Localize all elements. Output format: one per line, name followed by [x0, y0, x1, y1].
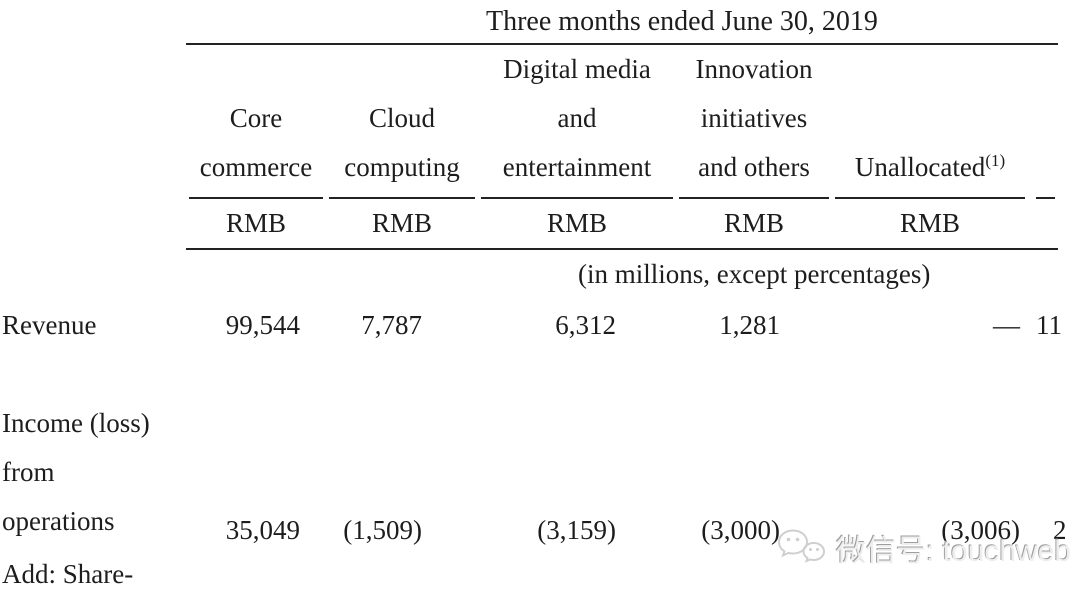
col-header-digital-media-entertainment: Digital media and entertainment [478, 44, 676, 199]
revenue-digital-media: 6,312 [555, 309, 616, 340]
col-header-line: initiatives [700, 103, 808, 133]
empty-cell [0, 199, 186, 249]
revenue-cutoff-value: 11 [1036, 309, 1062, 340]
col-header-innovation-initiatives: Innovation initiatives and others [676, 44, 832, 199]
add-share-row: Add: Share- [0, 546, 1058, 594]
units-row: RMB RMB RMB RMB RMB [0, 199, 1059, 250]
empty-cell [0, 0, 186, 44]
add-share-label: Add: Share- [2, 559, 134, 589]
empty-cell [186, 546, 1058, 594]
unit-label: RMB [478, 199, 676, 250]
unit-label: RMB [676, 199, 832, 250]
income-from-operations-row: Income (loss) from operations 35,049 (1,… [0, 399, 1067, 546]
col-header-core-commerce: Core commerce [186, 44, 326, 199]
unit-note-cell: (in millions, except percentages) [186, 249, 1058, 299]
col-header-cutoff [1028, 44, 1058, 199]
revenue-innovation: 1,281 [719, 309, 780, 340]
period-header: Three months ended June 30, 2019 [486, 6, 878, 37]
column-headers-row: Core commerce Cloud computing Digital me… [0, 44, 1058, 199]
unit-label: RMB [832, 199, 1028, 250]
empty-cell [0, 44, 186, 199]
unit-label: RMB [186, 199, 326, 250]
col-header-line: commerce [199, 152, 313, 182]
col-header-line: and others [698, 152, 810, 182]
empty-cell [0, 351, 1058, 399]
col-header-cloud-computing: Cloud computing [326, 44, 478, 199]
footnote-marker: (1) [985, 151, 1006, 170]
cutoff-column-underline [1036, 192, 1056, 199]
income-row-label: Income (loss) from operations [0, 399, 186, 546]
revenue-cloud-computing: 7,787 [361, 309, 422, 340]
unit-label: RMB [326, 199, 478, 250]
col-header-line: Digital media [503, 54, 651, 84]
period-header-row: Three months ended June 30, 2019 [0, 0, 1059, 45]
col-header-line: Unallocated(1) [835, 143, 1025, 192]
revenue-core-commerce: 99,544 [225, 309, 300, 340]
col-header-line: Core [229, 103, 283, 133]
revenue-row: Revenue 99,544 7,787 6,312 1,281 — 11 [0, 299, 1062, 351]
col-header-text: Unallocated [854, 152, 986, 182]
period-header-cell: Three months ended June 30, 2019 [186, 0, 1059, 45]
income-label-line: Income (loss) [2, 408, 150, 438]
col-header-line: and [557, 103, 597, 133]
col-header-line: Innovation [695, 54, 813, 84]
income-label-line: from [2, 457, 55, 487]
col-header-line: computing [344, 152, 460, 182]
col-header-unallocated: Unallocated(1) [832, 44, 1028, 199]
income-core-commerce: 35,049 [225, 515, 300, 545]
income-innovation: (3,000) [701, 515, 780, 545]
unit-note-row: (in millions, except percentages) [0, 249, 1058, 299]
empty-cell [0, 249, 186, 299]
unit-label-cutoff [1028, 199, 1059, 250]
revenue-unallocated: — [993, 309, 1020, 340]
col-header-line: entertainment [502, 152, 652, 182]
income-digital-media: (3,159) [537, 515, 616, 545]
spacer-row [0, 351, 1058, 399]
unit-note: (in millions, except percentages) [578, 259, 931, 289]
income-unallocated: (3,006) [941, 515, 1020, 545]
income-label-line: operations [2, 506, 115, 536]
income-cutoff-value: 2 [1053, 515, 1067, 545]
income-cloud-computing: (1,509) [343, 515, 422, 545]
col-header-line: Cloud [368, 103, 435, 133]
revenue-row-label: Revenue [2, 309, 97, 340]
